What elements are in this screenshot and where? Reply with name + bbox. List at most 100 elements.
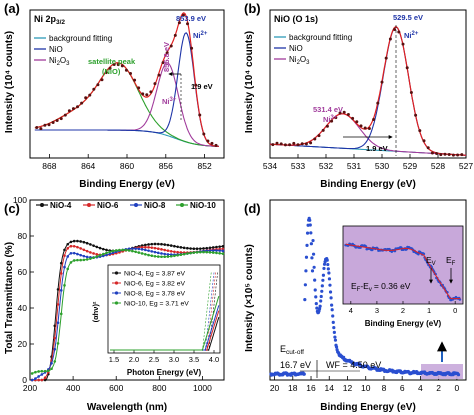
panel-a-series-satellite <box>34 62 219 147</box>
panel-a-data-point <box>186 22 190 26</box>
panel-b-curves <box>269 26 466 157</box>
panel-d-data-point <box>325 258 329 262</box>
panel-c-marker <box>140 245 144 249</box>
panel-b-xtick-label: 534 <box>263 161 277 171</box>
panel-d-inset-ticks: 4 3 2 1 0 <box>349 301 457 315</box>
panel-d-wf-label: WF = 4.50 eV <box>326 360 381 370</box>
panel-c-marker <box>59 289 63 292</box>
panel-c-inset-legend-label: NiO-6, Eg = 3.82 eV <box>124 281 185 288</box>
panel-b-data-point <box>363 126 367 130</box>
panel-d-label: (d) <box>244 201 261 216</box>
panel-d-xtick-label: 0 <box>455 383 460 393</box>
panel-c-marker <box>72 244 76 248</box>
panel-d-data-point <box>310 269 315 273</box>
panel-d-inset-fit-line <box>345 243 461 300</box>
panel-c-marker <box>95 252 99 256</box>
panel-c-marker <box>47 369 50 373</box>
panel-d-xtick-label: 16 <box>306 383 316 393</box>
panel-a-data-point <box>145 93 149 97</box>
panel-c-marker <box>163 248 167 252</box>
panel-d-data-point <box>330 308 334 312</box>
panel-c-marker <box>137 251 141 254</box>
panel-c-marker <box>105 248 108 252</box>
panel-a-xlabel: Binding Energy (eV) <box>79 179 175 190</box>
panel-c-marker <box>176 245 179 249</box>
panel-a-data-point <box>141 92 145 96</box>
panel-c-marker <box>144 245 147 249</box>
panel-b-shift-label: 1.9 eV <box>366 144 388 153</box>
panel-a-curves <box>34 12 219 147</box>
panel-c-marker <box>63 284 66 287</box>
panel-a-data-point <box>181 13 185 17</box>
panel-a-xtick-label: 868 <box>42 161 56 171</box>
panel-c-marker <box>131 247 134 250</box>
panel-c-marker <box>131 249 134 253</box>
panel-a-data-point <box>39 127 43 131</box>
panel-d-data-point <box>319 299 323 303</box>
panel-a-data-point <box>206 139 210 143</box>
panel-b-data-point <box>384 56 388 60</box>
panel-c-marker <box>189 247 192 250</box>
panel-c-inset-legend-label: NiO-10, Eg = 3.71 eV <box>124 301 189 308</box>
panel-c-marker <box>150 250 154 253</box>
panel-c-legend-marker <box>180 203 184 207</box>
panel-c-marker <box>215 251 218 255</box>
panel-a-ni2-label: Ni2+ <box>193 31 208 40</box>
panel-d-data-point <box>328 290 333 294</box>
panel-c-inset-xtick-label: 2.0 <box>129 355 139 364</box>
panel-a-ni3-energy: 855.8 eV <box>162 42 171 72</box>
panel-b-data-point <box>447 153 451 157</box>
panel-d-data-point <box>309 242 313 246</box>
panel-a-data-point <box>76 105 80 109</box>
panel-c-marker <box>166 243 170 247</box>
panel-c-marker <box>221 249 225 253</box>
panel-c-inset-legend-marker <box>114 271 119 275</box>
legend-label-background: background fitting <box>289 33 352 42</box>
panel-d-data-point <box>327 277 332 281</box>
panel-c-marker <box>195 247 199 251</box>
panel-d-inset-xtick-label: 0 <box>453 306 457 315</box>
panel-d-inset-xtick-label: 3 <box>375 306 379 315</box>
panel-a-data-point <box>124 68 128 72</box>
panel-c-marker <box>192 247 196 250</box>
panel-c-marker <box>160 255 163 259</box>
panel-a-data-point <box>116 63 120 67</box>
panel-b-data-point <box>330 119 334 123</box>
panel-b-data-point <box>313 137 317 141</box>
panel-b-data-point <box>325 124 329 128</box>
panel-c-marker <box>176 250 179 254</box>
panel-c-inset-fit <box>204 270 215 352</box>
panel-b-data-point <box>321 128 325 132</box>
panel-b-data-point <box>414 113 418 117</box>
panel-c-marker <box>179 251 183 254</box>
panel-a-data-point <box>112 62 116 66</box>
panel-a-data-point <box>169 44 173 48</box>
panel-b-data-point <box>451 153 455 157</box>
panel-c-marker <box>101 254 105 258</box>
panel-a-data-point <box>92 87 96 91</box>
panel-a-data-point <box>165 51 169 55</box>
panel-a-data-point <box>153 82 157 86</box>
panel-b-legend: background fitting NiO Ni2O3 <box>274 33 352 66</box>
panel-d-data-point <box>310 256 314 260</box>
panel-c-marker <box>173 254 176 258</box>
panel-c-marker <box>127 249 131 252</box>
panel-c-xtick-label: 800 <box>152 383 166 393</box>
panel-d-data-point <box>333 338 338 342</box>
panel-a-data-point <box>128 71 132 75</box>
panel-a-data-point <box>161 61 165 65</box>
panel-d-data-point <box>322 262 327 266</box>
panel-c-marker <box>43 376 47 380</box>
panel-a: (a) Intensity (10⁴ counts) 868 864 860 856 8… <box>4 1 225 190</box>
panel-c-legend-label: NiO-10 <box>190 201 216 210</box>
panel-c-marker <box>79 258 82 262</box>
panel-a-data-point <box>100 78 104 82</box>
panel-c-marker <box>82 248 86 252</box>
panel-b-data-point <box>296 143 300 147</box>
panel-a-xtick-label: 864 <box>81 161 95 171</box>
panel-d-xlabel: Binding Energy (eV) <box>320 402 416 413</box>
panel-b-xlabel: Binding Energy (eV) <box>320 179 416 190</box>
panel-c-marker <box>40 378 44 382</box>
panel-c-marker <box>153 254 157 258</box>
legend-label-nio: NiO <box>49 45 63 54</box>
